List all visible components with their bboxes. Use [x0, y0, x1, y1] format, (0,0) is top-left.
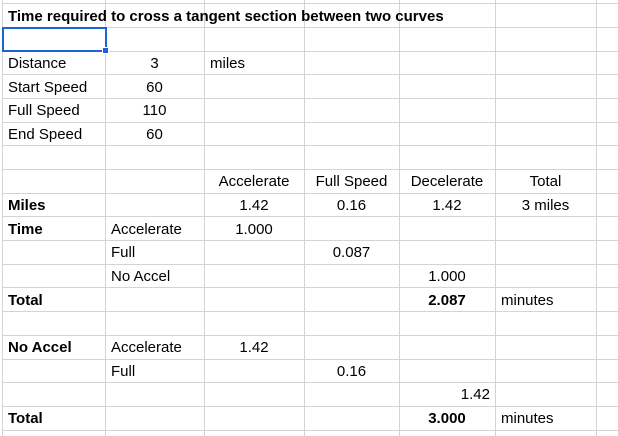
gridline-horizontal [2, 216, 618, 218]
gridline-horizontal [2, 334, 618, 336]
cell-time-noaccel-value[interactable]: 1.000 [428, 268, 466, 286]
gridline-horizontal [2, 74, 618, 76]
gridline-horizontal [2, 240, 618, 242]
cell-miles-accelerate[interactable]: 1.42 [239, 197, 269, 215]
cell-distance-label[interactable]: Distance [8, 55, 67, 73]
cell-noaccel-label[interactable]: No Accel [8, 339, 72, 357]
cell-full-speed-value[interactable]: 110 [142, 102, 167, 120]
cell-miles-full-speed[interactable]: 0.16 [336, 197, 367, 215]
cell-distance-unit[interactable]: miles [210, 55, 246, 73]
cell-time-noaccel-label[interactable]: No Accel [111, 268, 171, 286]
gridline-vertical [399, 0, 400, 436]
cell-a1-title[interactable]: Time required to cross a tangent section… [8, 7, 444, 25]
cell-noaccel-total-unit[interactable]: minutes [501, 410, 554, 428]
gridline-horizontal [2, 169, 618, 171]
gridline-vertical [495, 0, 496, 436]
gridline-horizontal [2, 121, 618, 123]
cell-noaccel-full-value[interactable]: 0.16 [336, 362, 367, 380]
gridline-horizontal [2, 26, 618, 28]
cell-time-total-unit[interactable]: minutes [501, 291, 554, 309]
cell-noaccel-decel-value[interactable]: 1.42 [460, 386, 490, 404]
fill-handle-icon[interactable] [102, 46, 109, 54]
gridline-horizontal [2, 287, 618, 289]
gridline-horizontal [2, 145, 618, 147]
gridline-vertical [596, 0, 597, 436]
cell-start-speed-label[interactable]: Start Speed [8, 78, 88, 96]
gridline-vertical [204, 0, 205, 436]
gridline-horizontal [2, 50, 618, 52]
cell-start-speed-value[interactable]: 60 [146, 78, 163, 96]
gridline-horizontal [2, 192, 618, 194]
cell-full-speed-label[interactable]: Full Speed [8, 102, 80, 120]
cell-time-full-value[interactable]: 0.087 [332, 244, 371, 262]
cell-noaccel-total-value[interactable]: 3.000 [428, 410, 466, 428]
cell-time-accelerate-label[interactable]: Accelerate [111, 220, 182, 238]
gridline-horizontal [2, 382, 618, 384]
cell-time-total-value[interactable]: 2.087 [428, 291, 466, 309]
header-full-speed[interactable]: Full Speed [315, 173, 388, 191]
cell-end-speed-label[interactable]: End Speed [8, 126, 83, 144]
gridline-vertical [105, 0, 106, 436]
gridline-horizontal [2, 311, 618, 313]
cell-distance-value[interactable]: 3 [150, 55, 159, 73]
selection-box[interactable] [2, 26, 109, 54]
cell-time-accelerate-value[interactable]: 1.000 [235, 220, 273, 238]
cell-time-full-label[interactable]: Full [111, 244, 136, 262]
header-total[interactable]: Total [529, 173, 562, 191]
cell-miles-total[interactable]: 3 miles [521, 197, 570, 215]
cell-end-speed-value[interactable]: 60 [146, 126, 163, 144]
cell-time-label[interactable]: Time [8, 220, 43, 238]
cell-miles-label[interactable]: Miles [8, 197, 46, 215]
gridline-horizontal [2, 429, 618, 431]
gridline-horizontal [2, 405, 618, 407]
gridline-horizontal [2, 358, 618, 360]
cell-noaccel-accelerate-value[interactable]: 1.42 [239, 339, 269, 357]
cell-noaccel-total-label[interactable]: Total [8, 410, 43, 428]
cell-miles-decelerate[interactable]: 1.42 [432, 197, 462, 215]
header-decelerate[interactable]: Decelerate [410, 173, 484, 191]
cell-noaccel-accelerate-label[interactable]: Accelerate [111, 339, 182, 357]
cell-noaccel-full-label[interactable]: Full [111, 362, 136, 380]
gridline-horizontal [2, 3, 618, 5]
gridline-vertical [304, 0, 305, 436]
header-accelerate[interactable]: Accelerate [218, 173, 290, 191]
cell-time-total-label[interactable]: Total [8, 291, 43, 309]
gridline-horizontal [2, 98, 618, 100]
gridline-vertical [2, 0, 3, 436]
gridline-horizontal [2, 263, 618, 265]
